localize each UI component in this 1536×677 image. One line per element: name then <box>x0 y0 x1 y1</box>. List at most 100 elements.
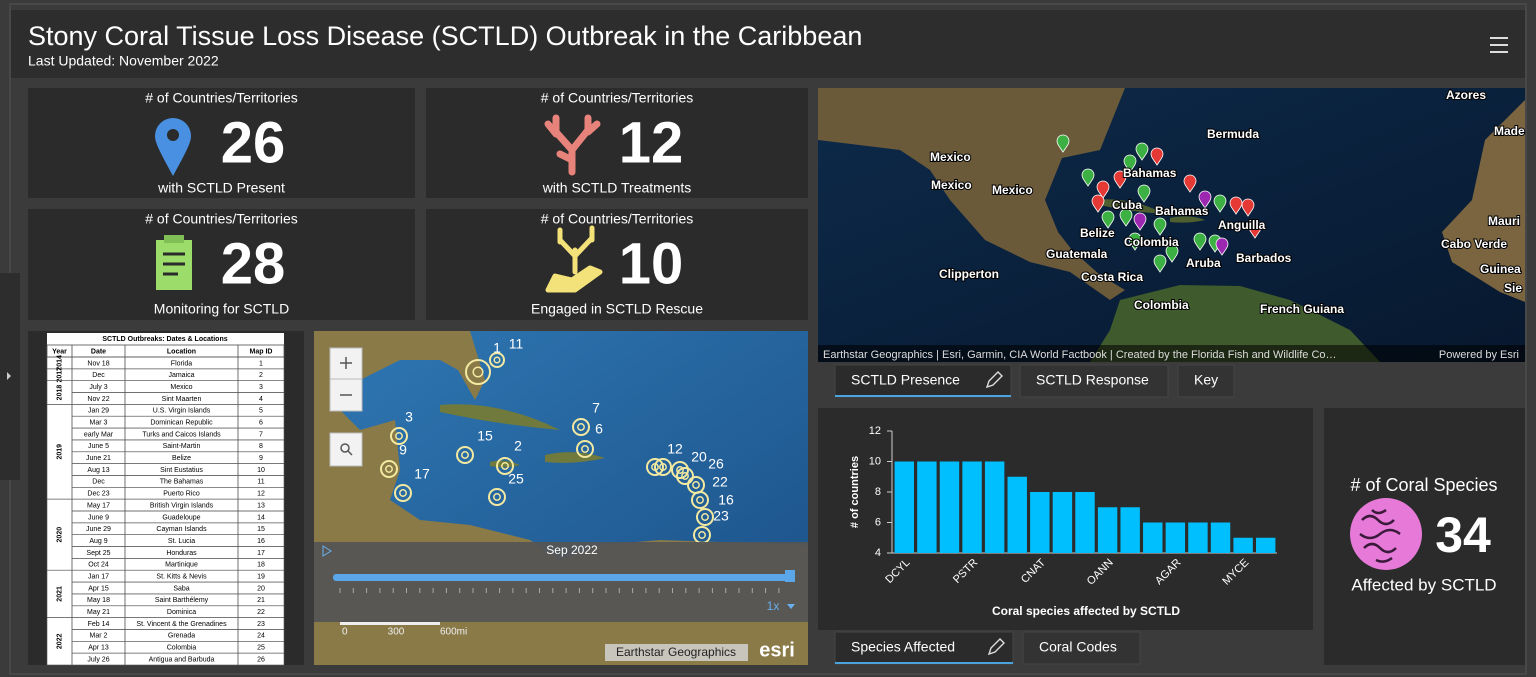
map-pin <box>1096 180 1110 199</box>
speed[interactable]: 1x <box>767 599 780 613</box>
ring <box>390 427 408 445</box>
map-label: Mexico <box>930 150 971 164</box>
zoom-controls[interactable] <box>329 347 363 467</box>
tab-label: Key <box>1194 372 1218 388</box>
bar <box>1188 522 1208 553</box>
table-header: Date <box>91 348 106 355</box>
play-button[interactable] <box>322 545 332 557</box>
map-label: Azores <box>1446 88 1486 102</box>
map-label: Anguilla <box>1218 218 1266 232</box>
ring-label: 6 <box>595 421 603 437</box>
map-pin <box>1150 147 1164 166</box>
bar <box>939 461 960 553</box>
table-text: Sint Eustatius <box>160 467 203 474</box>
map-pin <box>1213 194 1227 213</box>
map-pin <box>1101 210 1115 229</box>
table-text: Saba <box>173 585 189 592</box>
map-label: Colombia <box>1134 298 1189 312</box>
map-pin <box>1113 170 1127 189</box>
y-axis-title: # of countries <box>849 456 861 528</box>
table-text: Jamaica <box>168 372 194 379</box>
species-caption: Affected by SCTLD <box>1351 575 1496 594</box>
menu-button[interactable] <box>1490 37 1508 53</box>
table-text: 4 <box>259 396 263 403</box>
indicator-icon <box>545 225 603 293</box>
edit-icon <box>987 638 1005 656</box>
table-cell <box>237 652 285 666</box>
indicator-label: # of Countries/Territories <box>145 90 298 106</box>
map-label: Guatemala <box>1046 247 1108 261</box>
table-text: 24 <box>257 633 265 640</box>
brain-coral-icon <box>1350 498 1422 570</box>
table-text: Aug 13 <box>87 467 109 474</box>
tab-label: Species Affected <box>851 639 955 655</box>
map-attribution: Earthstar Geographics | Esri, Garmin, CI… <box>823 349 1337 361</box>
table-text: Mexico <box>170 384 192 391</box>
table-text: Apr 13 <box>88 645 109 652</box>
map-pin <box>1229 196 1243 215</box>
map-label: Barbados <box>1236 251 1292 265</box>
table-text: 14 <box>257 514 265 521</box>
table-text: Belize <box>172 455 191 462</box>
map-pins <box>1056 134 1262 273</box>
bar <box>1097 507 1118 553</box>
map-pin <box>1091 194 1105 213</box>
table-text: Jan 17 <box>88 573 109 580</box>
ring-core <box>399 489 407 497</box>
table-text: 5 <box>259 408 263 415</box>
table-text: Turks and Caicos Islands <box>142 431 221 438</box>
tab[interactable] <box>1019 364 1169 398</box>
table-text: Nov 22 <box>87 396 109 403</box>
table-text: 23 <box>257 621 265 628</box>
table-text: May 17 <box>87 502 110 509</box>
table-text: British Virgin Islands <box>150 502 214 509</box>
scale-labels: 0 300 600mi <box>342 627 467 638</box>
tab[interactable] <box>834 631 1014 665</box>
table-text: 13 <box>257 502 265 509</box>
table-text: 9 <box>259 455 263 462</box>
map-pin <box>1133 212 1147 231</box>
indicator-label: # of Countries/Territories <box>541 211 694 227</box>
attribution-box <box>605 644 748 661</box>
table-text: Aug 9 <box>89 538 107 545</box>
table-text: 25 <box>257 645 265 652</box>
ring <box>394 484 412 502</box>
indicator-icon <box>544 114 601 176</box>
ring-label: 2 <box>514 438 522 454</box>
slider-thumb[interactable] <box>785 570 795 582</box>
subtitle: Last Updated: November 2022 <box>28 53 219 69</box>
ring <box>465 359 491 385</box>
ring-label: 1 <box>493 340 501 356</box>
table-text: Jan 29 <box>88 408 109 415</box>
table-text: Apr 15 <box>88 585 109 592</box>
table-text: 1 <box>259 360 263 367</box>
ring-core <box>501 462 509 470</box>
table-year: 2019 <box>56 444 63 460</box>
indicator-label: # of Countries/Territories <box>541 90 694 106</box>
bar <box>1255 537 1276 553</box>
ring <box>654 458 672 476</box>
table-text: St. Vincent & the Grenadines <box>136 621 227 628</box>
ring-core <box>659 463 667 471</box>
table-text: Sint Maarten <box>162 396 202 403</box>
table-text: Antigua and Barbuda <box>149 656 215 663</box>
table-text: 11 <box>257 479 264 486</box>
speed-arrow <box>787 604 795 609</box>
tab[interactable] <box>1177 364 1235 398</box>
map-pin <box>1215 237 1229 256</box>
tab[interactable] <box>1022 631 1141 665</box>
map-pin <box>1165 244 1179 263</box>
map-label: Clipperton <box>939 267 999 281</box>
map-pin <box>1135 142 1149 161</box>
table-text: Grenada <box>168 633 195 640</box>
ring-label: 3 <box>405 409 413 425</box>
ring-core <box>395 432 403 440</box>
tab[interactable] <box>834 364 1012 398</box>
table-text: 16 <box>257 538 265 545</box>
ring-core <box>493 493 501 501</box>
ring-core <box>472 366 484 378</box>
ring-label: 11 <box>509 336 524 352</box>
map-pin <box>1081 168 1095 187</box>
indicator-value: 10 <box>619 231 684 296</box>
map-pin <box>1248 220 1262 239</box>
